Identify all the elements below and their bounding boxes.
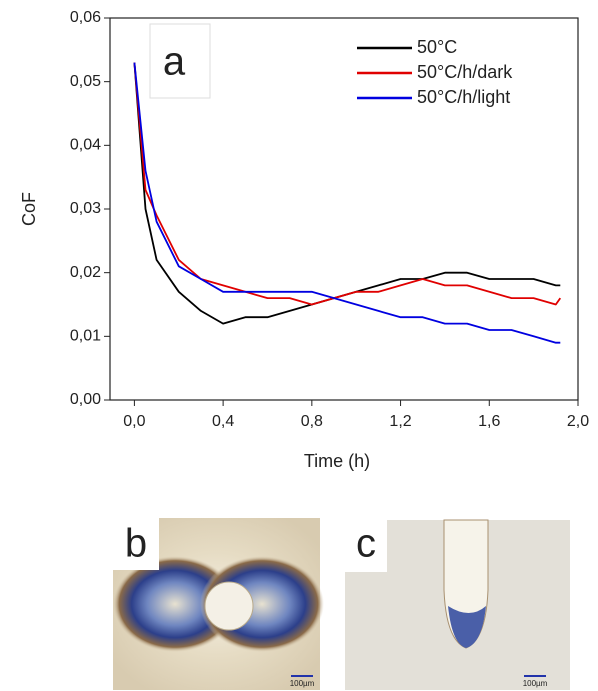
micrograph-c bbox=[345, 519, 570, 690]
legend-label: 50°C/h/light bbox=[417, 87, 510, 107]
x-tick-label: 0,8 bbox=[301, 413, 323, 430]
annotation: a bbox=[163, 40, 186, 84]
series-line bbox=[133, 62, 561, 344]
x-tick-label: 1,2 bbox=[389, 413, 411, 430]
y-tick-label: 0,03 bbox=[70, 200, 101, 217]
x-tick-label: 2,0 bbox=[567, 413, 589, 430]
annotation-box bbox=[149, 23, 211, 99]
panel-label: c bbox=[356, 522, 376, 566]
x-tick-label: 0,0 bbox=[123, 413, 145, 430]
y-tick-label: 0,06 bbox=[70, 9, 101, 26]
micrograph-b bbox=[113, 518, 324, 690]
series-line bbox=[133, 62, 562, 306]
x-tick-label: 1,6 bbox=[478, 413, 500, 430]
x-tick-label: 0,4 bbox=[212, 413, 234, 430]
y-tick-label: 0,00 bbox=[70, 391, 101, 408]
y-tick-label: 0,04 bbox=[70, 137, 101, 154]
y-tick-label: 0,01 bbox=[70, 328, 101, 345]
y-axis-title: CoF bbox=[19, 192, 39, 226]
x-axis-title: Time (h) bbox=[304, 451, 370, 471]
scale-label: 100µm bbox=[290, 679, 315, 688]
legend-label: 50°C bbox=[417, 37, 457, 57]
scale-label: 100µm bbox=[523, 679, 548, 688]
legend-label: 50°C/h/dark bbox=[417, 62, 513, 82]
y-tick-label: 0,05 bbox=[70, 73, 101, 90]
panel-label: b bbox=[125, 522, 147, 566]
y-tick-label: 0,02 bbox=[70, 264, 101, 281]
